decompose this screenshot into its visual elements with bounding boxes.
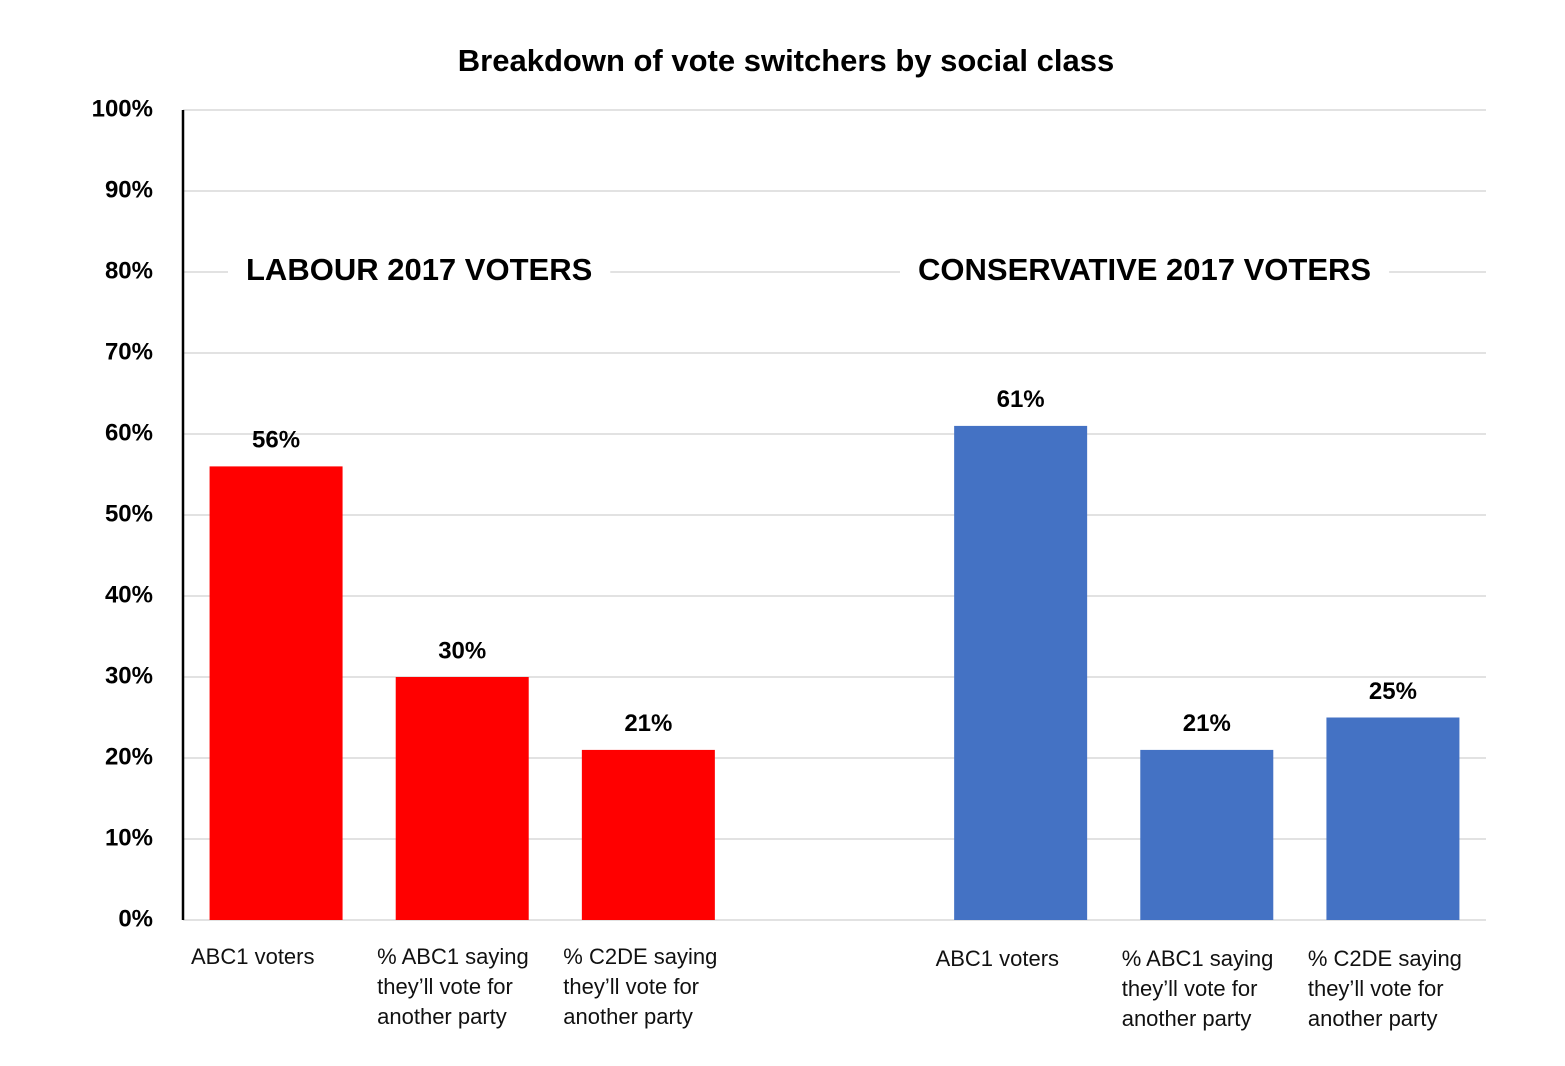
value-label: 25% <box>1369 678 1417 705</box>
y-tick-label: 100% <box>92 95 153 122</box>
value-label: 56% <box>252 427 300 454</box>
value-label: 21% <box>1183 710 1231 737</box>
bar <box>581 749 715 920</box>
x-tick-label: % C2DE saying they’ll vote for another p… <box>563 944 718 1029</box>
y-tick-label: 30% <box>105 662 153 689</box>
x-tick-label: ABC1 voters <box>191 944 315 969</box>
y-tick-label: 90% <box>105 176 153 203</box>
x-tick-label: % ABC1 saying they’ll vote for another p… <box>377 944 529 1029</box>
bar <box>954 425 1088 920</box>
y-tick-label: 60% <box>105 419 153 446</box>
value-label: 61% <box>997 386 1045 413</box>
y-tick-label: 80% <box>105 257 153 284</box>
bar <box>209 466 343 920</box>
bar <box>1326 717 1460 920</box>
x-tick-label: % C2DE saying they’ll vote for another p… <box>1307 946 1462 1031</box>
value-label: 30% <box>438 637 486 664</box>
group-header: CONSERVATIVE 2017 VOTERS <box>918 252 1371 287</box>
header-bg <box>900 250 1390 290</box>
y-tick-label: 70% <box>105 338 153 365</box>
y-tick-label: 40% <box>105 581 153 608</box>
chart-title: Breakdown of vote switchers by social cl… <box>458 43 1114 78</box>
x-tick-label: ABC1 voters <box>935 946 1060 971</box>
y-tick-label: 50% <box>105 500 153 527</box>
bar <box>395 677 529 920</box>
value-label: 21% <box>624 710 672 737</box>
y-tick-label: 20% <box>105 743 153 770</box>
y-tick-label: 10% <box>105 824 153 851</box>
x-tick-label: % ABC1 saying they’ll vote for another p… <box>1121 946 1274 1031</box>
group-header: LABOUR 2017 VOTERS <box>246 252 592 287</box>
bar <box>1140 749 1274 920</box>
header-bg <box>228 250 611 290</box>
y-tick-label: 0% <box>118 905 153 932</box>
